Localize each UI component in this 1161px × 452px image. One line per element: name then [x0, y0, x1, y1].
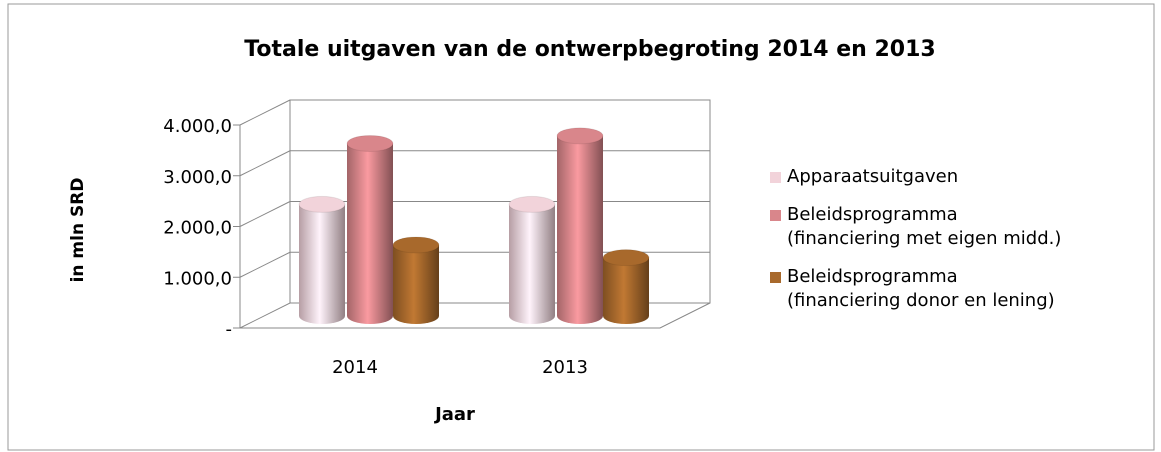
cylinder — [299, 204, 345, 324]
y-tick-label: 3.000,0 — [163, 167, 232, 188]
legend-swatch — [770, 210, 781, 221]
legend-swatch — [770, 272, 781, 283]
cylinder-top — [602, 249, 650, 267]
legend-item: Apparaatsuitgaven — [770, 165, 1061, 189]
grid-line-side — [239, 251, 291, 278]
x-axis-title: Jaar — [433, 404, 475, 425]
cylinder-top — [392, 236, 440, 254]
grid-line-side — [239, 150, 291, 177]
cylinder-top — [508, 195, 556, 213]
legend-label: Beleidsprogramma (financiering met eigen… — [787, 204, 1062, 249]
grid-line-side — [239, 99, 291, 126]
legend-item: Beleidsprogramma (financiering met eigen… — [770, 203, 1061, 251]
y-tick-label: 2.000,0 — [163, 218, 232, 239]
x-tick-label: 2014 — [332, 357, 378, 378]
cylinder-top — [298, 195, 346, 213]
legend-label: Apparaatsuitgaven — [787, 166, 959, 187]
grid-line-side — [239, 201, 291, 227]
cylinder — [557, 135, 603, 324]
legend-swatch — [770, 172, 781, 183]
y-tick-label: 4.000,0 — [163, 116, 232, 137]
y-tick-label: 1.000,0 — [163, 268, 232, 289]
cylinder — [347, 143, 393, 324]
cylinder — [393, 244, 439, 324]
cylinder — [603, 257, 649, 324]
cylinder-top — [556, 127, 604, 145]
legend-label: Beleidsprogramma (financiering donor en … — [787, 266, 1055, 311]
legend-item: Beleidsprogramma (financiering donor en … — [770, 265, 1061, 313]
cylinder-top — [346, 134, 394, 152]
y-tick-label: - — [226, 319, 233, 340]
legend: Apparaatsuitgaven Beleidsprogramma (finan… — [770, 165, 1061, 327]
chart-title: Totale uitgaven van de ontwerpbegroting … — [244, 37, 935, 62]
cylinder — [509, 204, 555, 324]
y-axis-title: in mln SRD — [68, 178, 88, 283]
x-tick-label: 2013 — [542, 357, 588, 378]
